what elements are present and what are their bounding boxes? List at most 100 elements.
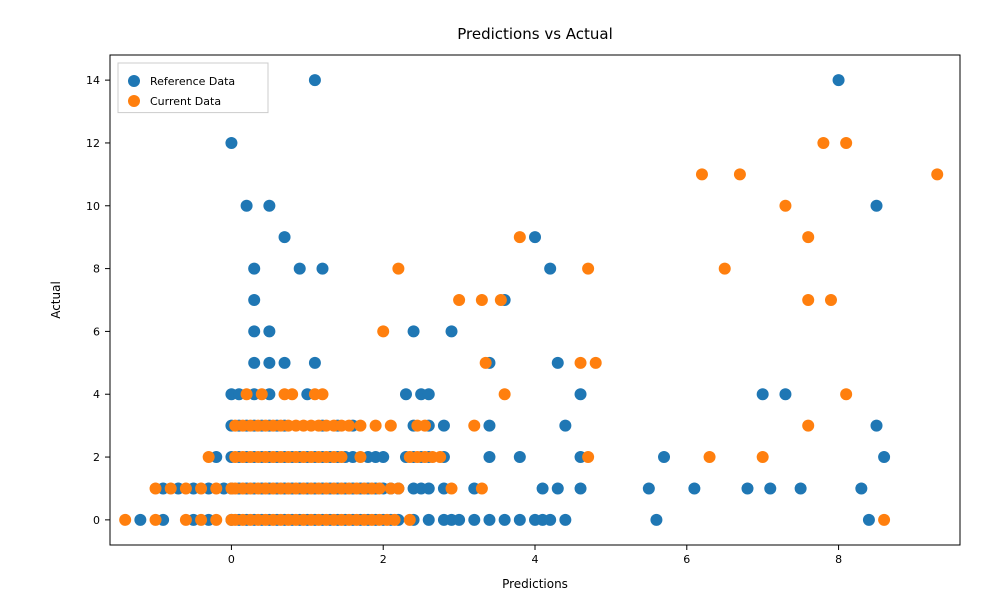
data-point	[863, 514, 875, 526]
data-point	[423, 482, 435, 494]
data-point	[757, 451, 769, 463]
data-point	[370, 420, 382, 432]
data-point	[354, 420, 366, 432]
data-point	[180, 482, 192, 494]
data-point	[757, 388, 769, 400]
data-point	[286, 388, 298, 400]
data-point	[544, 263, 556, 275]
data-point	[241, 388, 253, 400]
data-point	[719, 263, 731, 275]
data-point	[279, 357, 291, 369]
x-tick-label: 0	[228, 553, 235, 566]
data-point	[400, 388, 412, 400]
data-point	[263, 357, 275, 369]
data-point	[878, 451, 890, 463]
data-point	[309, 74, 321, 86]
data-point	[779, 388, 791, 400]
data-point	[483, 514, 495, 526]
data-point	[279, 231, 291, 243]
data-point	[833, 74, 845, 86]
data-point	[256, 388, 268, 400]
y-tick-label: 6	[93, 325, 100, 338]
data-point	[468, 420, 480, 432]
data-point	[514, 451, 526, 463]
data-point	[389, 514, 401, 526]
data-point	[499, 514, 511, 526]
data-point	[704, 451, 716, 463]
data-point	[529, 231, 541, 243]
data-point	[582, 451, 594, 463]
data-point	[499, 388, 511, 400]
data-point	[203, 451, 215, 463]
data-point	[134, 514, 146, 526]
data-point	[817, 137, 829, 149]
data-point	[248, 263, 260, 275]
data-point	[434, 451, 446, 463]
data-point	[544, 514, 556, 526]
data-point	[210, 482, 222, 494]
data-point	[343, 420, 355, 432]
data-point	[764, 482, 776, 494]
x-tick-label: 8	[835, 553, 842, 566]
data-point	[150, 482, 162, 494]
data-point	[377, 451, 389, 463]
data-point	[696, 168, 708, 180]
data-point	[575, 482, 587, 494]
data-point	[476, 294, 488, 306]
data-point	[392, 263, 404, 275]
y-tick-label: 12	[86, 137, 100, 150]
data-point	[559, 514, 571, 526]
legend-label: Current Data	[150, 95, 221, 108]
data-point	[575, 388, 587, 400]
data-point	[446, 482, 458, 494]
y-tick-label: 14	[86, 74, 100, 87]
data-point	[419, 420, 431, 432]
x-tick-label: 4	[532, 553, 539, 566]
data-point	[438, 420, 450, 432]
data-point	[825, 294, 837, 306]
data-point	[590, 357, 602, 369]
data-point	[802, 294, 814, 306]
data-point	[582, 263, 594, 275]
data-point	[317, 388, 329, 400]
data-point	[658, 451, 670, 463]
data-point	[742, 482, 754, 494]
data-point	[317, 263, 329, 275]
legend: Reference Data Current Data	[118, 63, 268, 113]
legend-label: Reference Data	[150, 75, 235, 88]
data-point	[734, 168, 746, 180]
data-point	[150, 514, 162, 526]
y-tick-label: 2	[93, 451, 100, 464]
data-point	[688, 482, 700, 494]
data-point	[263, 325, 275, 337]
data-point	[802, 231, 814, 243]
y-tick-label: 8	[93, 263, 100, 276]
scatter-chart: 0246802468101214PredictionsActualPredict…	[0, 0, 1000, 600]
data-point	[309, 357, 321, 369]
data-point	[802, 420, 814, 432]
data-point	[779, 200, 791, 212]
data-point	[423, 388, 435, 400]
data-point	[248, 294, 260, 306]
data-point	[225, 137, 237, 149]
data-point	[931, 168, 943, 180]
y-axis-label: Actual	[49, 281, 63, 319]
data-point	[840, 137, 852, 149]
data-point	[495, 294, 507, 306]
data-point	[476, 482, 488, 494]
legend-marker	[128, 75, 140, 87]
data-point	[453, 294, 465, 306]
data-point	[650, 514, 662, 526]
data-point	[377, 325, 389, 337]
data-point	[248, 357, 260, 369]
data-point	[180, 514, 192, 526]
y-tick-label: 10	[86, 200, 100, 213]
data-point	[354, 451, 366, 463]
data-point	[483, 451, 495, 463]
y-tick-label: 0	[93, 514, 100, 527]
data-point	[871, 200, 883, 212]
data-point	[423, 514, 435, 526]
data-point	[195, 514, 207, 526]
data-point	[404, 514, 416, 526]
data-point	[795, 482, 807, 494]
